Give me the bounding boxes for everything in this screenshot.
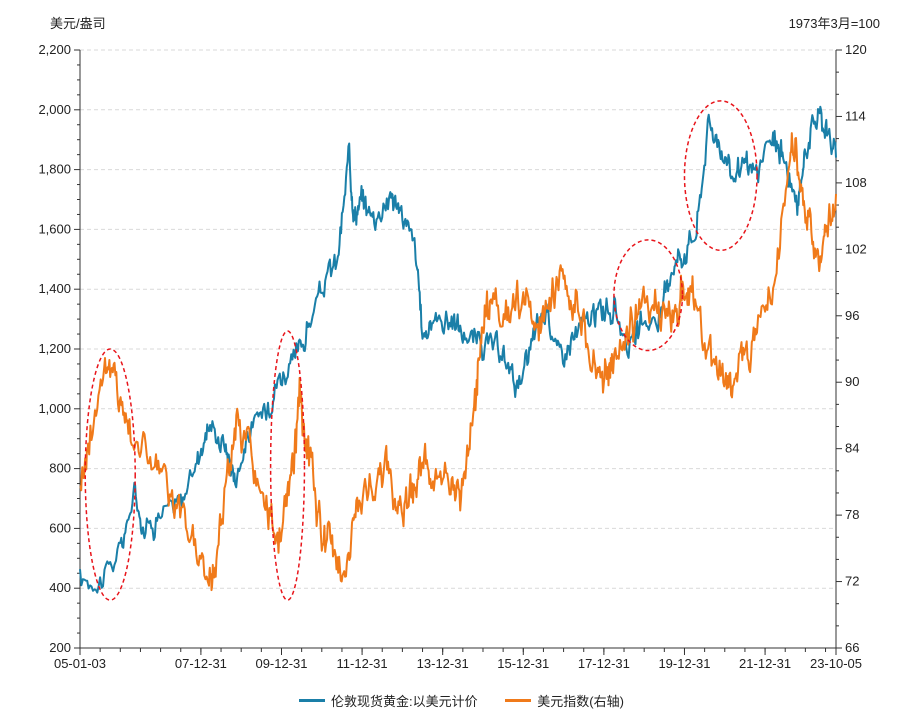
right-tick-label: 102 [845, 241, 867, 256]
legend: 伦敦现货黄金:以美元计价 美元指数(右轴) [0, 690, 923, 710]
legend-item-dxy: 美元指数(右轴) [505, 691, 624, 710]
x-tick-label: 11-12-31 [337, 656, 388, 671]
highlight-ellipse [269, 330, 306, 601]
x-tick-label: 13-12-31 [417, 656, 469, 671]
legend-swatch-gold [299, 699, 326, 702]
highlight-ellipses [84, 100, 758, 601]
x-tick-label: 21-12-31 [739, 656, 791, 671]
series-lines [79, 105, 837, 594]
x-tick-label: 09-12-31 [255, 656, 307, 671]
left-tick-label: 1,400 [38, 281, 71, 296]
right-tick-label: 84 [845, 441, 859, 456]
legend-item-gold: 伦敦现货黄金:以美元计价 [299, 691, 478, 710]
left-tick-label: 2,200 [38, 42, 71, 57]
right-tick-label: 96 [845, 308, 859, 323]
legend-swatch-dxy [505, 699, 532, 702]
legend-label-dxy: 美元指数(右轴) [537, 694, 624, 709]
highlight-ellipse [613, 239, 684, 352]
left-tick-label: 400 [49, 580, 71, 595]
right-tick-label: 108 [845, 175, 867, 190]
right-axis-unit: 1973年3月=100 [789, 16, 880, 31]
x-tick-label: 07-12-31 [175, 656, 227, 671]
right-tick-label: 66 [845, 640, 859, 655]
grid-lines [80, 49, 836, 589]
highlight-ellipse [683, 100, 758, 252]
x-tick-label: 05-01-03 [54, 656, 106, 671]
x-tick-label: 19-12-31 [658, 656, 710, 671]
right-tick-label: 114 [845, 108, 866, 123]
legend-label-gold: 伦敦现货黄金:以美元计价 [331, 694, 478, 709]
right-tick-label: 72 [845, 574, 859, 589]
x-tick-label: 15-12-31 [497, 656, 549, 671]
left-tick-label: 1,000 [38, 401, 71, 416]
highlight-ellipse [84, 348, 136, 601]
left-tick-label: 1,600 [38, 221, 71, 236]
right-tick-label: 120 [845, 42, 867, 57]
gold-price-line [79, 105, 837, 594]
x-tick-label: 23-10-05 [810, 656, 862, 671]
right-tick-label: 90 [845, 374, 859, 389]
left-tick-label: 1,200 [38, 341, 71, 356]
left-axis-unit: 美元/盎司 [50, 16, 106, 31]
left-tick-label: 1,800 [38, 162, 71, 177]
left-tick-label: 2,000 [38, 102, 71, 117]
left-tick-label: 800 [49, 461, 71, 476]
left-tick-label: 600 [49, 520, 71, 535]
left-tick-label: 200 [49, 640, 71, 655]
dollar-index-line [79, 132, 837, 592]
x-tick-label: 17-12-31 [578, 656, 630, 671]
right-tick-label: 78 [845, 507, 859, 522]
